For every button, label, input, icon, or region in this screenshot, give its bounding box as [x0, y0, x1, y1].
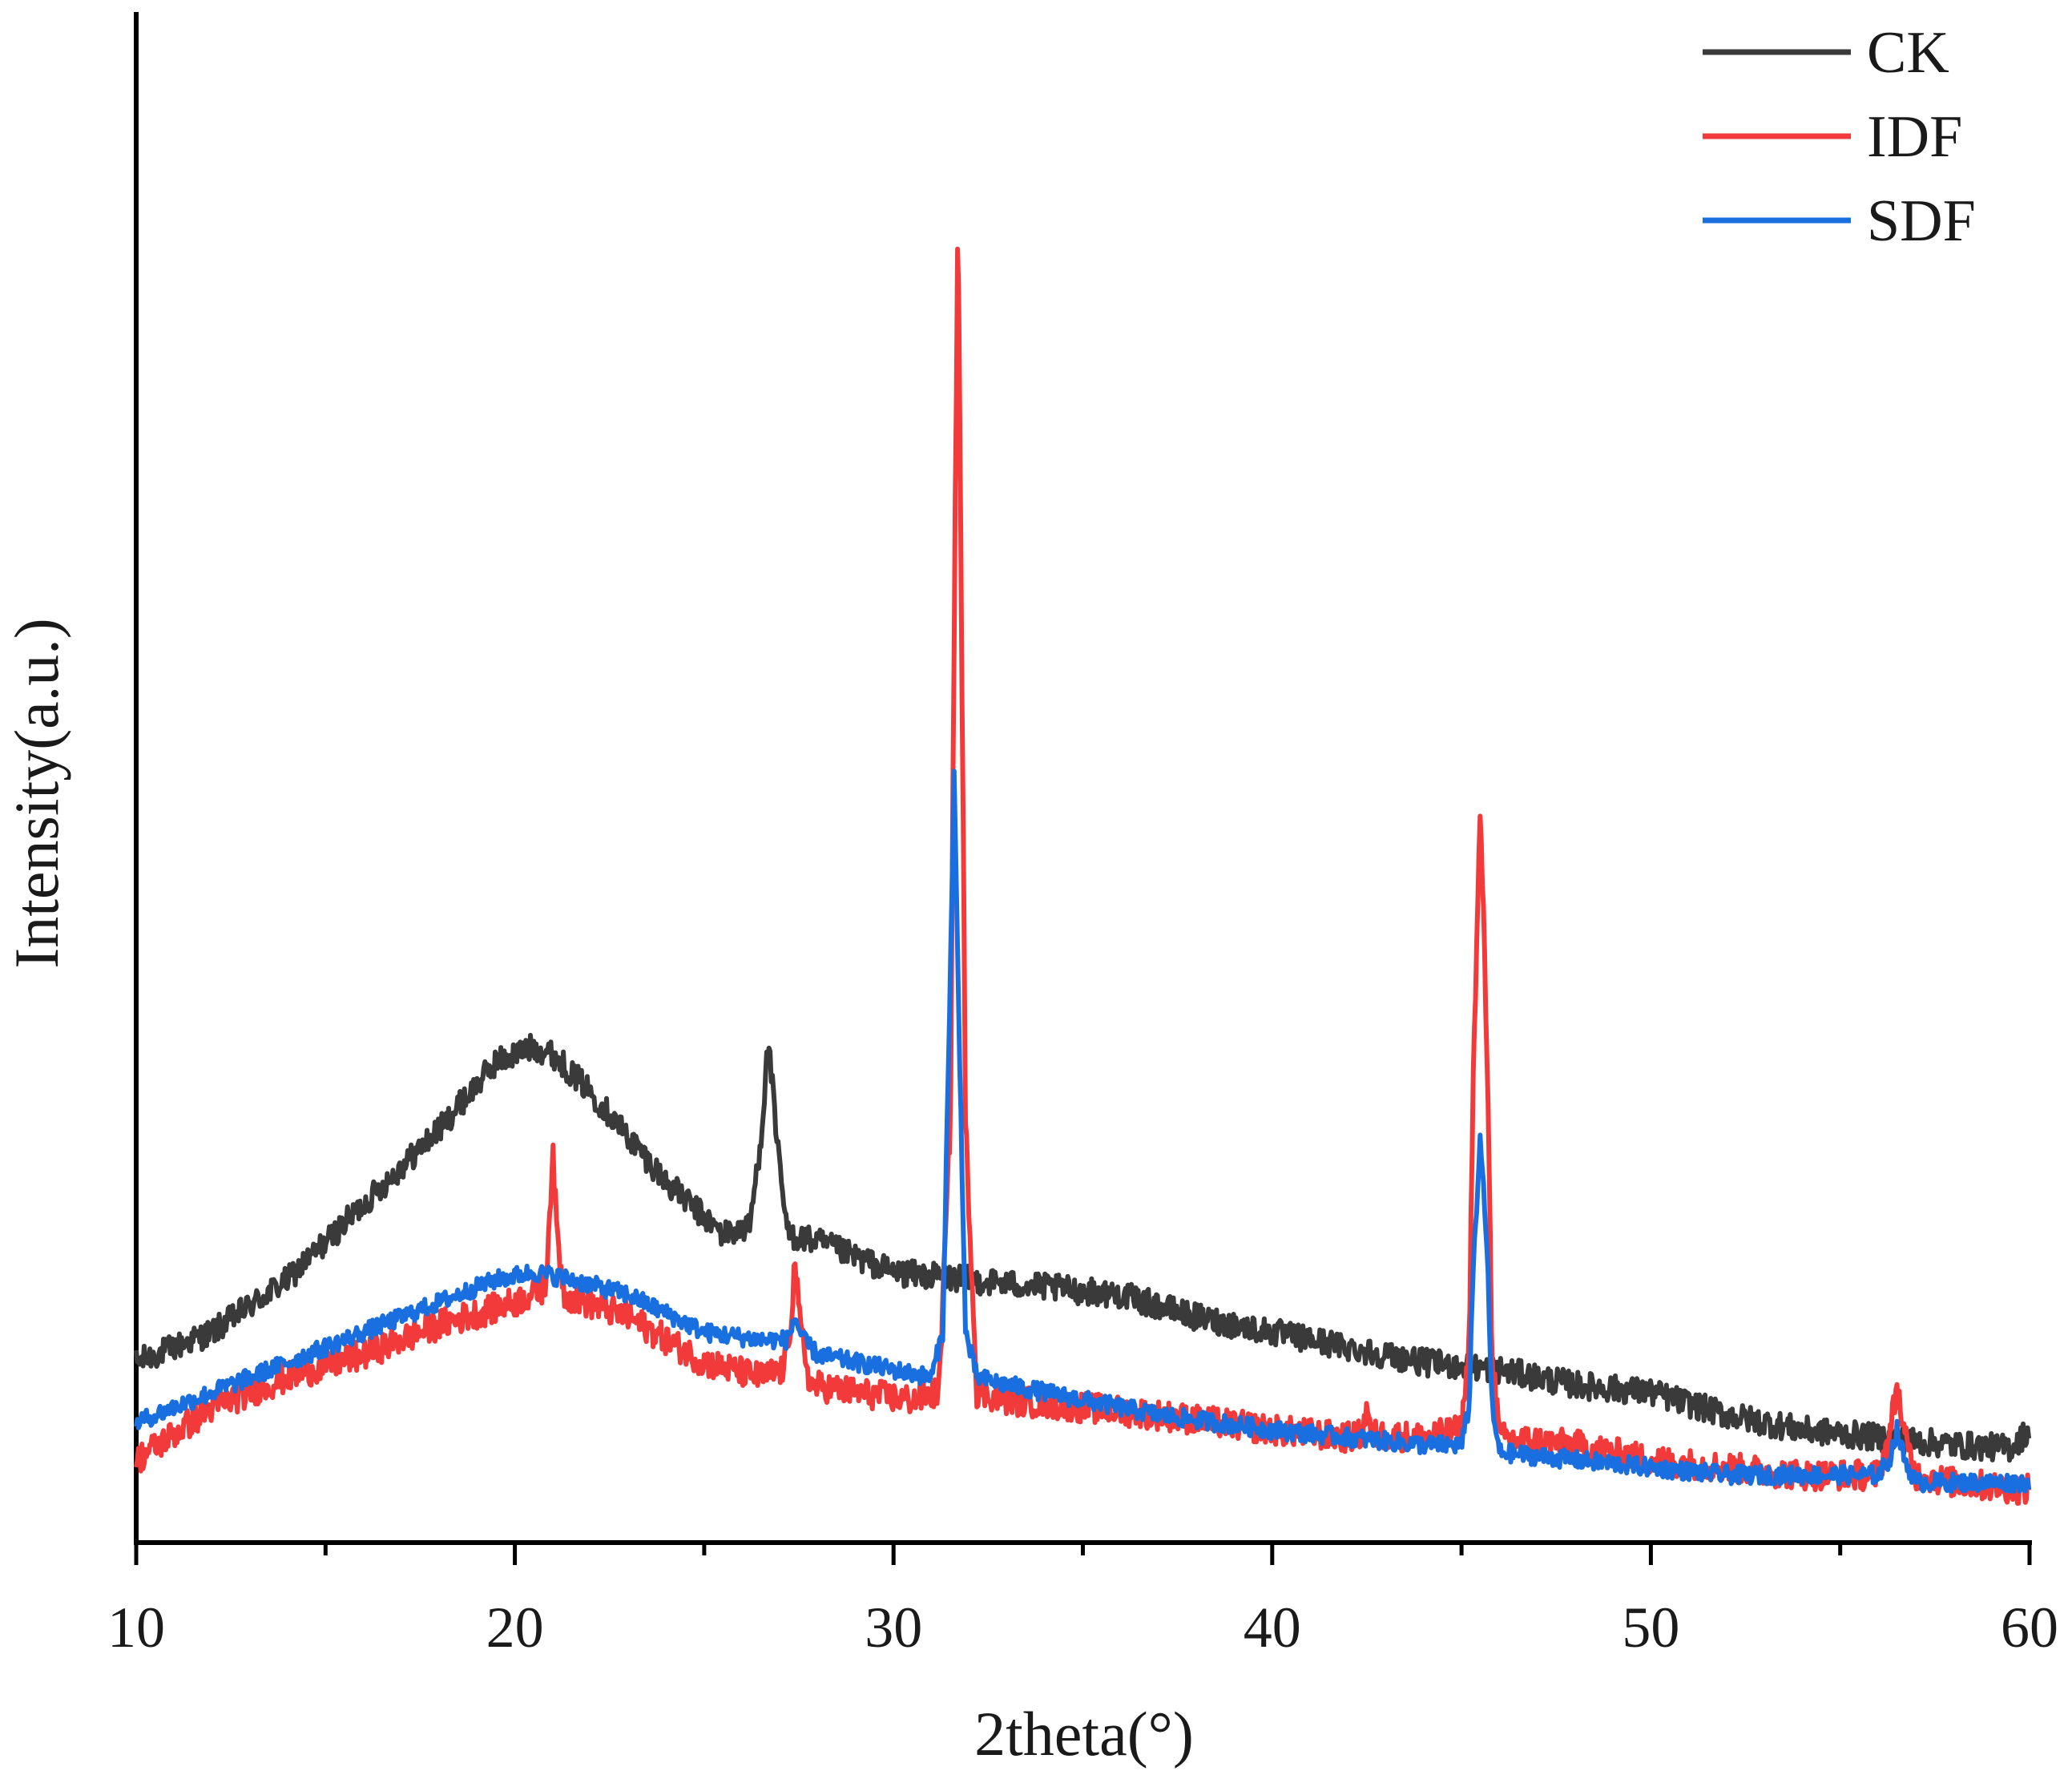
series-line-idf — [134, 246, 2032, 1506]
axes: 10 20 30 40 50 60 — [107, 12, 2058, 1660]
plot-lines — [134, 246, 2032, 1506]
x-tick-labels: 10 20 30 40 50 60 — [107, 1595, 2058, 1660]
series-line-sdf — [134, 768, 2032, 1495]
x-tick-label: 10 — [107, 1595, 165, 1660]
legend-label-ck: CK — [1867, 20, 1949, 86]
x-tick-label: 50 — [1622, 1595, 1679, 1660]
legend-label-sdf: SDF — [1867, 188, 1976, 254]
x-tick-label: 60 — [2001, 1595, 2058, 1660]
x-tick-label: 40 — [1244, 1595, 1301, 1660]
legend-label-idf: IDF — [1867, 104, 1962, 170]
x-tick-label: 20 — [486, 1595, 544, 1660]
x-ticks — [134, 1543, 2032, 1565]
legend: CK IDF SDF — [1703, 20, 1976, 254]
series-line-ck — [134, 1032, 2032, 1463]
y-axis-title: Intensity(a.u.) — [2, 618, 71, 969]
x-tick-label: 30 — [865, 1595, 922, 1660]
x-axis-title: 2theta(°) — [974, 1699, 1194, 1769]
